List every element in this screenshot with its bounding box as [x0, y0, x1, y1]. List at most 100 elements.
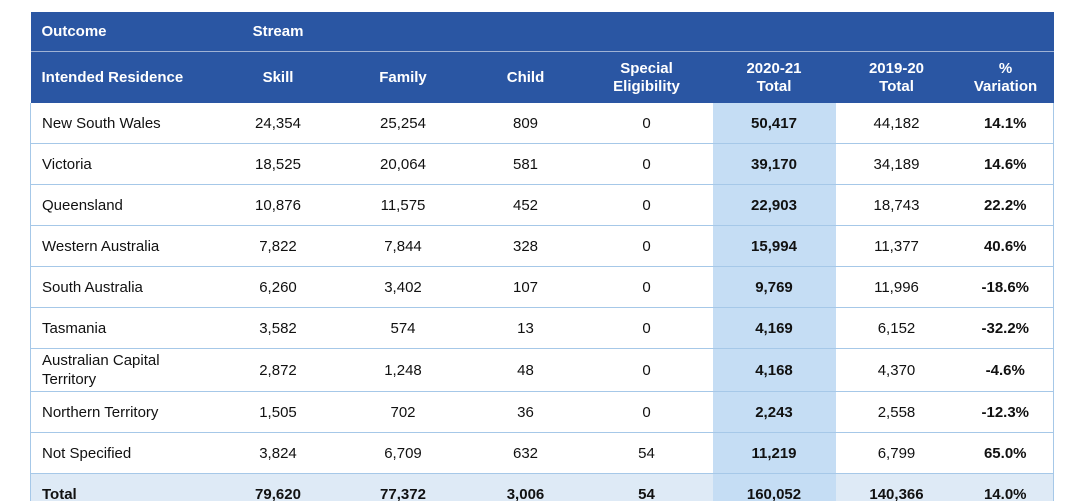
cell-2019-20-total: 6,799: [835, 432, 958, 474]
header-2019-20-total: 2019-20 Total: [835, 51, 958, 103]
cell-2020-21-total: 9,769: [712, 266, 836, 308]
table-row: Northern Territory 1,505 702 36 0 2,243 …: [30, 391, 1054, 433]
table-row: Tasmania 3,582 574 13 0 4,169 6,152 -32.…: [30, 307, 1054, 349]
row-label: Queensland: [30, 184, 221, 226]
header-percent-variation-label: % Variation: [973, 59, 1038, 95]
total-special: 54: [580, 473, 713, 501]
cell-child: 328: [470, 225, 581, 267]
cell-child: 107: [470, 266, 581, 308]
row-label: Northern Territory: [30, 391, 221, 433]
total-child: 3,006: [470, 473, 581, 501]
header-child: Child: [470, 51, 581, 103]
total-row: Total 79,620 77,372 3,006 54 160,052 140…: [30, 473, 1054, 501]
cell-family: 574: [335, 307, 471, 349]
cell-special: 0: [580, 184, 713, 226]
row-label: Australian Capital Territory: [30, 348, 221, 392]
header-percent-variation: % Variation: [957, 51, 1054, 103]
cell-2019-20-total: 11,377: [835, 225, 958, 267]
cell-2020-21-total: 39,170: [712, 143, 836, 185]
cell-special: 0: [580, 266, 713, 308]
cell-family: 1,248: [335, 348, 471, 392]
total-2019-20: 140,366: [835, 473, 958, 501]
cell-family: 20,064: [335, 143, 471, 185]
cell-2020-21-total: 4,169: [712, 307, 836, 349]
table-row: Not Specified 3,824 6,709 632 54 11,219 …: [30, 432, 1054, 474]
cell-2019-20-total: 18,743: [835, 184, 958, 226]
cell-variation: 40.6%: [957, 225, 1054, 267]
table-row: Australian Capital Territory 2,872 1,248…: [30, 348, 1054, 392]
row-label: Not Specified: [30, 432, 221, 474]
cell-2019-20-total: 4,370: [835, 348, 958, 392]
header-outcome: Outcome: [30, 12, 221, 52]
table-row: Western Australia 7,822 7,844 328 0 15,9…: [30, 225, 1054, 267]
cell-special: 0: [580, 143, 713, 185]
row-label: Tasmania: [30, 307, 221, 349]
cell-child: 632: [470, 432, 581, 474]
cell-skill: 6,260: [220, 266, 336, 308]
header-column-row: Intended Residence Skill Family Child Sp…: [30, 51, 1054, 103]
total-skill: 79,620: [220, 473, 336, 501]
cell-2020-21-total: 50,417: [712, 103, 836, 144]
cell-family: 7,844: [335, 225, 471, 267]
cell-child: 581: [470, 143, 581, 185]
cell-special: 0: [580, 348, 713, 392]
total-row-label: Total: [30, 473, 221, 501]
total-family: 77,372: [335, 473, 471, 501]
header-intended-residence: Intended Residence: [30, 51, 221, 103]
cell-skill: 1,505: [220, 391, 336, 433]
table-row: New South Wales 24,354 25,254 809 0 50,4…: [30, 103, 1054, 144]
cell-family: 6,709: [335, 432, 471, 474]
cell-variation: 14.6%: [957, 143, 1054, 185]
header-skill: Skill: [220, 51, 336, 103]
cell-2019-20-total: 34,189: [835, 143, 958, 185]
cell-child: 36: [470, 391, 581, 433]
cell-skill: 24,354: [220, 103, 336, 144]
cell-2020-21-total: 22,903: [712, 184, 836, 226]
cell-special: 0: [580, 391, 713, 433]
cell-variation: -18.6%: [957, 266, 1054, 308]
cell-family: 11,575: [335, 184, 471, 226]
cell-2019-20-total: 2,558: [835, 391, 958, 433]
table-header: Outcome Stream Intended Residence Skill …: [30, 12, 1054, 103]
cell-variation: 14.1%: [957, 103, 1054, 144]
cell-variation: 65.0%: [957, 432, 1054, 474]
header-2019-20-total-label: 2019-20 Total: [868, 59, 925, 95]
table-row: South Australia 6,260 3,402 107 0 9,769 …: [30, 266, 1054, 308]
total-2020-21: 160,052: [712, 473, 836, 501]
cell-skill: 7,822: [220, 225, 336, 267]
cell-family: 25,254: [335, 103, 471, 144]
cell-variation: -12.3%: [957, 391, 1054, 433]
cell-2019-20-total: 11,996: [835, 266, 958, 308]
cell-skill: 3,582: [220, 307, 336, 349]
row-label: South Australia: [30, 266, 221, 308]
cell-2020-21-total: 11,219: [712, 432, 836, 474]
cell-child: 452: [470, 184, 581, 226]
cell-special: 0: [580, 103, 713, 144]
cell-skill: 2,872: [220, 348, 336, 392]
cell-2019-20-total: 6,152: [835, 307, 958, 349]
cell-special: 54: [580, 432, 713, 474]
header-family: Family: [335, 51, 471, 103]
row-label: Western Australia: [30, 225, 221, 267]
cell-skill: 18,525: [220, 143, 336, 185]
cell-2020-21-total: 2,243: [712, 391, 836, 433]
cell-family: 3,402: [335, 266, 471, 308]
header-group-row: Outcome Stream: [30, 12, 1054, 52]
cell-child: 48: [470, 348, 581, 392]
cell-special: 0: [580, 307, 713, 349]
header-stream: Stream: [220, 12, 336, 52]
total-variation: 14.0%: [957, 473, 1054, 501]
cell-child: 13: [470, 307, 581, 349]
header-2020-21-total-label: 2020-21 Total: [746, 59, 802, 95]
cell-variation: -4.6%: [957, 348, 1054, 392]
cell-variation: -32.2%: [957, 307, 1054, 349]
cell-2020-21-total: 15,994: [712, 225, 836, 267]
table-row: Queensland 10,876 11,575 452 0 22,903 18…: [30, 184, 1054, 226]
header-spacer: [335, 12, 1054, 52]
row-label: New South Wales: [30, 103, 221, 144]
cell-skill: 3,824: [220, 432, 336, 474]
header-special-eligibility-label: Special Eligibility: [613, 59, 680, 95]
cell-variation: 22.2%: [957, 184, 1054, 226]
migration-outcome-table: Outcome Stream Intended Residence Skill …: [30, 12, 1054, 501]
cell-child: 809: [470, 103, 581, 144]
